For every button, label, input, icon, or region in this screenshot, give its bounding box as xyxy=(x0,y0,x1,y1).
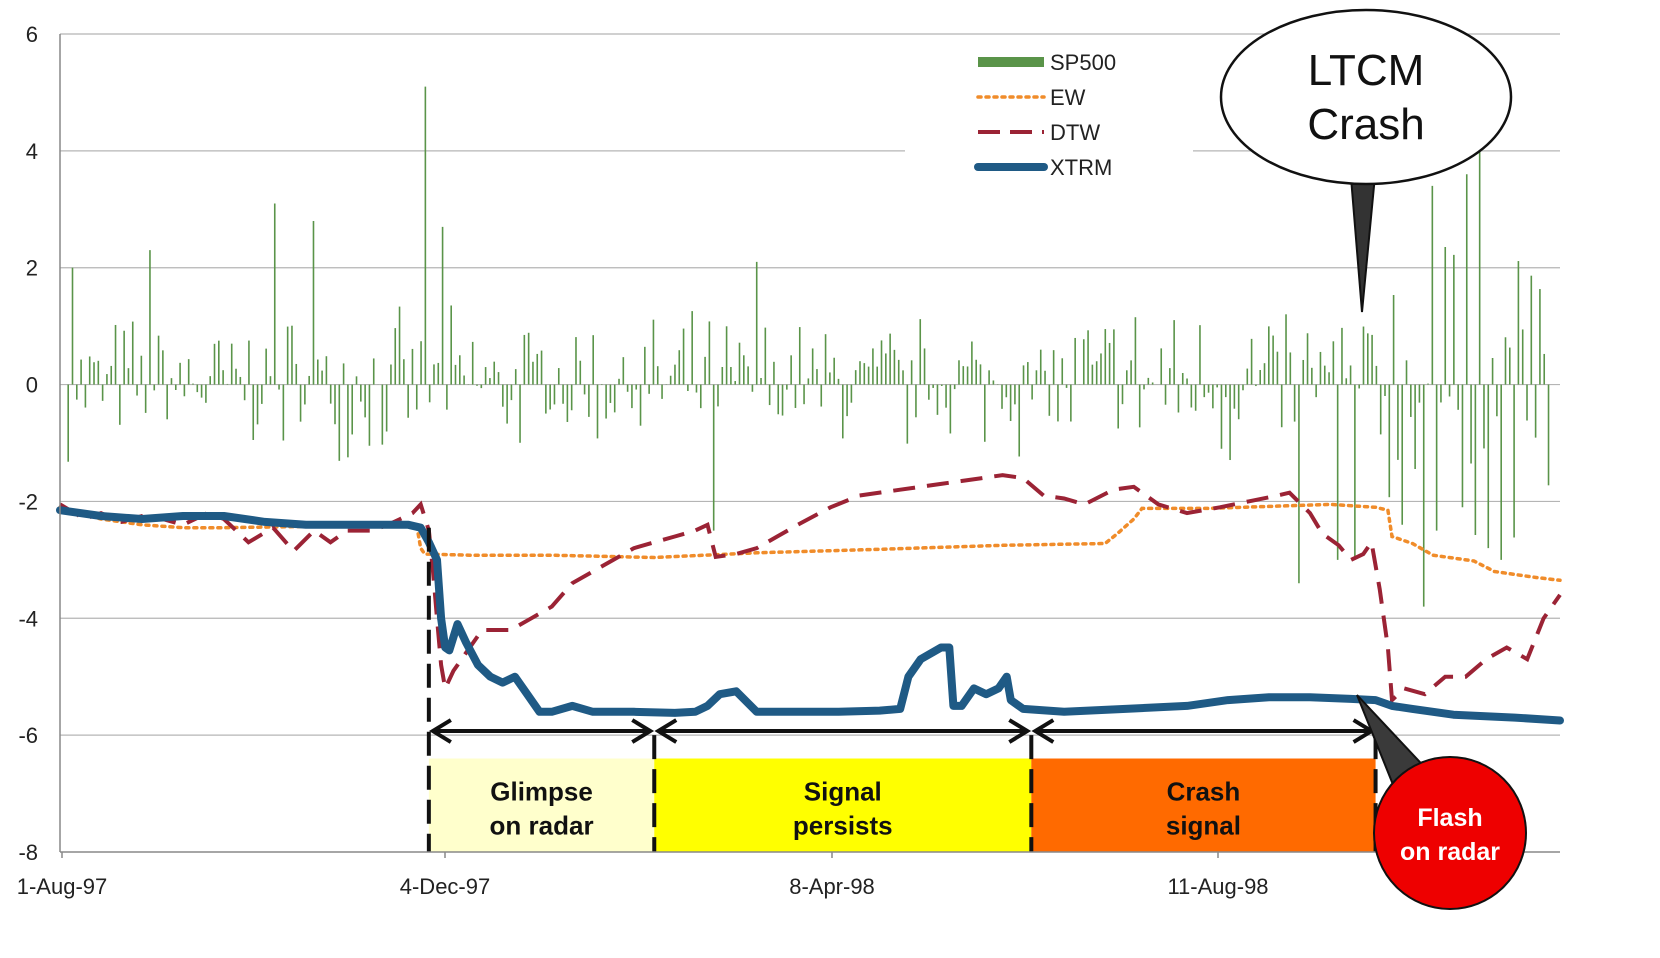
ltcm-bubble-text: Crash xyxy=(1307,100,1424,149)
arrow-head-left xyxy=(654,718,678,744)
phase-label: Signal xyxy=(804,777,882,807)
ew-line xyxy=(58,502,1562,583)
ltcm-bubble-text: LTCM xyxy=(1308,46,1425,95)
legend: SP500 EW DTW XTRM xyxy=(905,40,1193,190)
phase-box xyxy=(654,758,1032,852)
callouts: LTCM Crash Flash on radar xyxy=(1219,8,1527,910)
x-tick-label: 4-Dec-97 xyxy=(400,874,490,899)
y-tick-label: -4 xyxy=(18,606,38,631)
phase-label: Glimpse xyxy=(490,777,593,807)
y-tick-label: -2 xyxy=(18,489,38,514)
legend-label-xtrm: XTRM xyxy=(1050,155,1112,180)
x-tick-label: 1-Aug-97 xyxy=(17,874,108,899)
flash-badge-text: Flash xyxy=(1417,804,1482,832)
arrow-head-right xyxy=(1008,718,1032,744)
arrow-head-left xyxy=(429,718,452,744)
phase-label: signal xyxy=(1166,811,1241,841)
phase-label: Crash xyxy=(1167,777,1241,807)
phase-label: persists xyxy=(793,811,893,841)
y-tick-label: 0 xyxy=(26,373,38,398)
bubble-pointer xyxy=(1348,164,1378,313)
phase-box xyxy=(428,758,655,852)
grid-lines xyxy=(60,33,1560,736)
line-series xyxy=(56,473,1564,725)
legend-background xyxy=(905,40,1193,190)
phase-label: on radar xyxy=(490,811,594,841)
legend-label-ew: EW xyxy=(1050,85,1086,110)
ltcm-bubble xyxy=(1219,8,1513,186)
y-tick-label: -6 xyxy=(18,723,38,748)
y-tick-label: 6 xyxy=(26,22,38,47)
arrow-head-right xyxy=(631,718,655,744)
y-tick-label: 2 xyxy=(26,256,38,281)
phase-box xyxy=(1031,758,1376,852)
x-axis: 1-Aug-97 4-Dec-97 8-Apr-98 11-Aug-98 xyxy=(17,851,1560,899)
y-tick-label: -8 xyxy=(18,840,38,865)
x-tick-label: 11-Aug-98 xyxy=(1167,874,1268,899)
legend-label-dtw: DTW xyxy=(1050,120,1100,145)
sp500-series xyxy=(67,86,1550,607)
x-tick-label: 8-Apr-98 xyxy=(789,874,875,899)
flash-badge-text: on radar xyxy=(1400,838,1500,866)
arrow-head-left xyxy=(1031,718,1055,744)
dtw-line xyxy=(58,473,1562,705)
y-axis: 6 4 2 0 -2 -4 -6 -8 xyxy=(18,22,61,865)
y-tick-label: 4 xyxy=(26,139,38,164)
phase-boxes: Glimpse on radar Signal persists Crash signal xyxy=(428,758,1376,852)
phase-markers xyxy=(426,527,1378,852)
legend-label-sp500: SP500 xyxy=(1050,50,1116,75)
flash-badge xyxy=(1373,756,1527,910)
